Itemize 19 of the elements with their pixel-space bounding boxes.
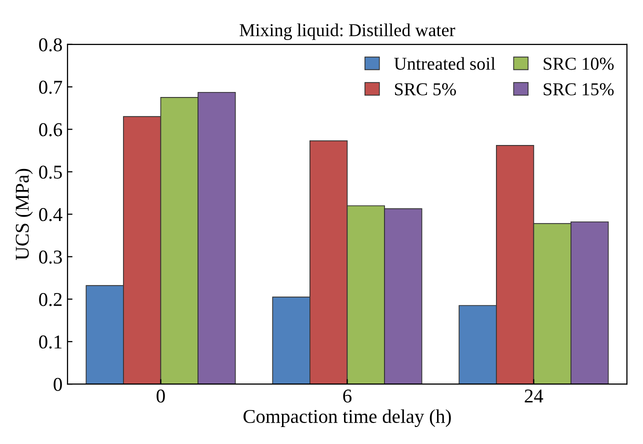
x-axis-title: Compaction time delay (h) (244, 409, 451, 428)
legend-label: SRC 5% (395, 83, 456, 96)
legend-label: SRC 15% (544, 83, 614, 96)
x-tick-label: 0 (156, 389, 165, 403)
x-tick-label: 6 (343, 390, 352, 403)
y-tick-label: 0.8 (39, 38, 62, 52)
y-tick-label: 0 (54, 378, 62, 391)
x-tick-label: 24 (524, 390, 544, 402)
y-tick-label: 0.3 (39, 250, 62, 264)
legend-label: Untreated soil (394, 57, 496, 70)
y-tick-label: 0.1 (39, 335, 62, 349)
chart-title: Mixing liquid: Distilled water (240, 24, 456, 40)
y-axis-title: UCS (MPa) (15, 168, 33, 260)
legend-label: SRC 10% (544, 58, 614, 70)
y-tick-label: 0.5 (39, 166, 62, 179)
y-tick-label: 0.4 (39, 208, 62, 222)
y-tick-label: 0.2 (39, 292, 62, 306)
y-tick-label: 0.6 (39, 123, 62, 136)
y-tick-label: 0.7 (39, 80, 62, 94)
